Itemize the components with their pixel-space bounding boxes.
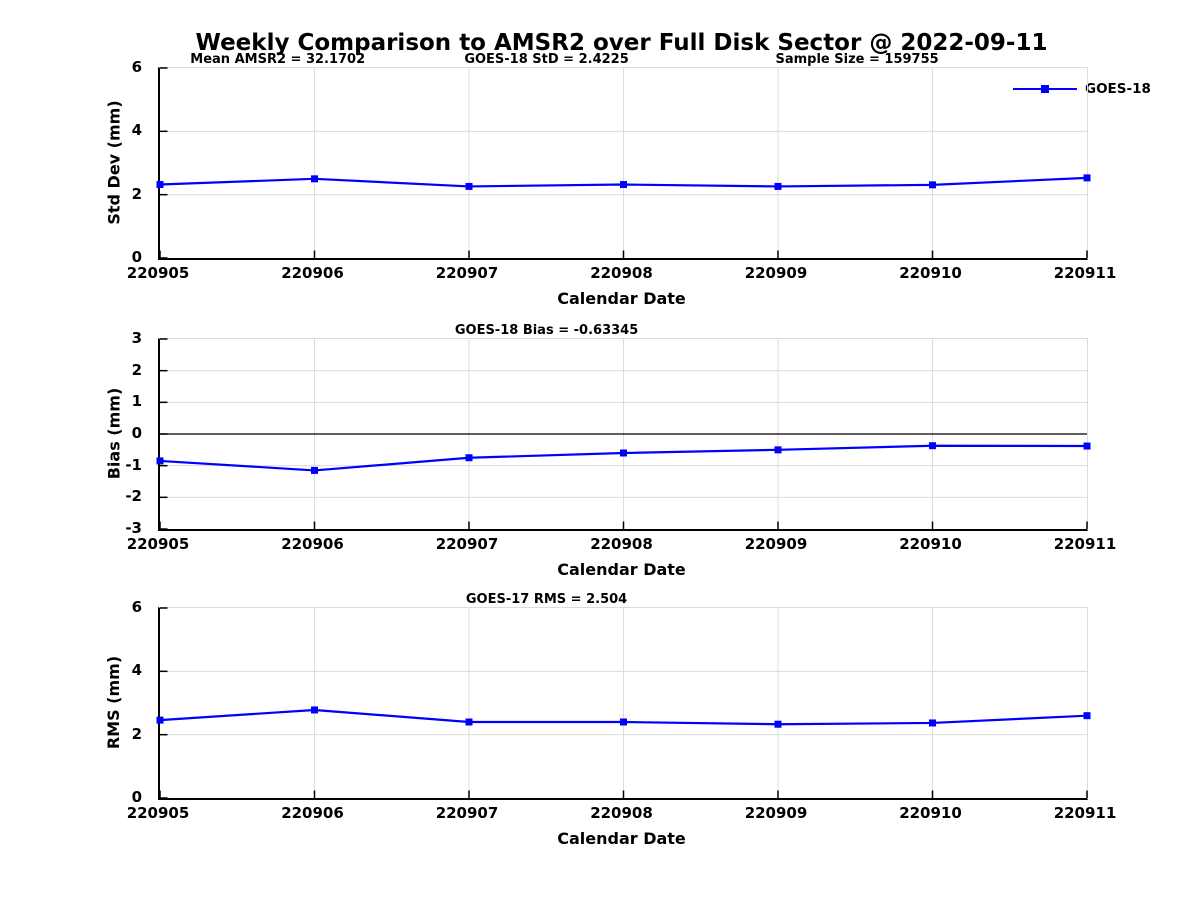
- x-tick-label: 220910: [899, 264, 962, 282]
- x-tick-label: 220911: [1053, 535, 1117, 553]
- x-tick-label: 220908: [590, 264, 653, 282]
- y-tick-label: 3: [131, 329, 142, 347]
- annotation-text: GOES-18 Bias = -0.63345: [454, 323, 639, 338]
- annotation-text: GOES-18 StD = 2.4225: [464, 52, 629, 67]
- y-tick-label: -1: [125, 455, 142, 474]
- x-tick-label: 220908: [590, 535, 653, 553]
- y-tick-label: 4: [131, 661, 142, 680]
- y-tick-label: 4: [131, 121, 142, 140]
- x-tick-label: 220909: [744, 264, 808, 282]
- x-tick-label: 220905: [126, 264, 190, 282]
- x-tick-label: 220906: [281, 264, 344, 282]
- x-tick-label: 220907: [435, 264, 499, 282]
- legend-label: GOES-18: [1085, 81, 1151, 97]
- x-tick-label: 220911: [1053, 264, 1117, 282]
- x-axis-label-stddev: Calendar Date: [557, 289, 686, 308]
- x-tick-label: 220907: [435, 535, 499, 553]
- y-axis-ticks-bias: 3 2 1 0 -1 -2 -3: [0, 329, 148, 537]
- x-tick-label: 220909: [744, 804, 808, 822]
- figure-title: Weekly Comparison to AMSR2 over Full Dis…: [195, 30, 1048, 56]
- x-tick-label: 220910: [899, 535, 962, 553]
- y-axis-ticks-rms: 0 2 4 6: [0, 598, 148, 806]
- plot-area-bias: GOES-18 Bias = -0.63345: [156, 323, 1091, 531]
- y-tick-label: 2: [131, 360, 142, 379]
- x-axis-label-rms: Calendar Date: [557, 829, 686, 848]
- x-tick-label: 220906: [281, 804, 344, 822]
- y-tick-label: 0: [131, 424, 142, 442]
- plot-area-rms: GOES-17 RMS = 2.504: [156, 592, 1091, 800]
- x-tick-label: 220908: [590, 804, 653, 822]
- legend-square-marker: [1041, 85, 1049, 93]
- legend: GOES-18: [1011, 79, 1153, 99]
- x-axis-ticks-stddev: 220905 220906 220907 220908 220909 220910 2209…: [127, 264, 1117, 284]
- x-tick-label: 220910: [899, 804, 962, 822]
- annotation-text: Mean AMSR2 = 32.1702: [190, 52, 366, 67]
- y-tick-label: 2: [131, 184, 142, 203]
- x-tick-label: 220909: [744, 535, 808, 553]
- x-tick-label: 220905: [126, 535, 190, 553]
- y-tick-label: 2: [131, 724, 142, 743]
- annotation-text: Sample Size = 159755: [775, 52, 939, 67]
- x-axis-label-bias: Calendar Date: [557, 560, 686, 579]
- legend-line-sample: [1013, 85, 1077, 93]
- line-chart-bias: [156, 338, 1091, 530]
- x-tick-label: 220906: [281, 535, 344, 553]
- x-axis-ticks-bias: 220905 220906 220907 220908 220909 220910 2209…: [127, 535, 1117, 555]
- y-tick-label: 6: [131, 58, 142, 76]
- x-tick-label: 220907: [435, 804, 499, 822]
- y-tick-label: 0: [131, 248, 142, 266]
- line-chart-stddev: [156, 67, 1091, 259]
- y-tick-label: -3: [125, 519, 142, 537]
- plot-area-stddev: Mean AMSR2 = 32.1702 GOES-18 StD = 2.4225…: [156, 52, 1091, 260]
- x-tick-label: 220905: [126, 804, 190, 822]
- y-tick-label: 1: [131, 392, 142, 411]
- y-axis-ticks-stddev: 0 2 4 6: [0, 58, 148, 266]
- x-axis-ticks-rms: 220905 220906 220907 220908 220909 220910 2209…: [127, 804, 1117, 824]
- y-tick-label: 6: [131, 598, 142, 616]
- x-tick-label: 220911: [1053, 804, 1117, 822]
- y-tick-label: -2: [125, 487, 142, 506]
- annotation-text: GOES-17 RMS = 2.504: [465, 592, 628, 607]
- line-chart-rms: [156, 607, 1091, 799]
- y-tick-label: 0: [131, 788, 142, 806]
